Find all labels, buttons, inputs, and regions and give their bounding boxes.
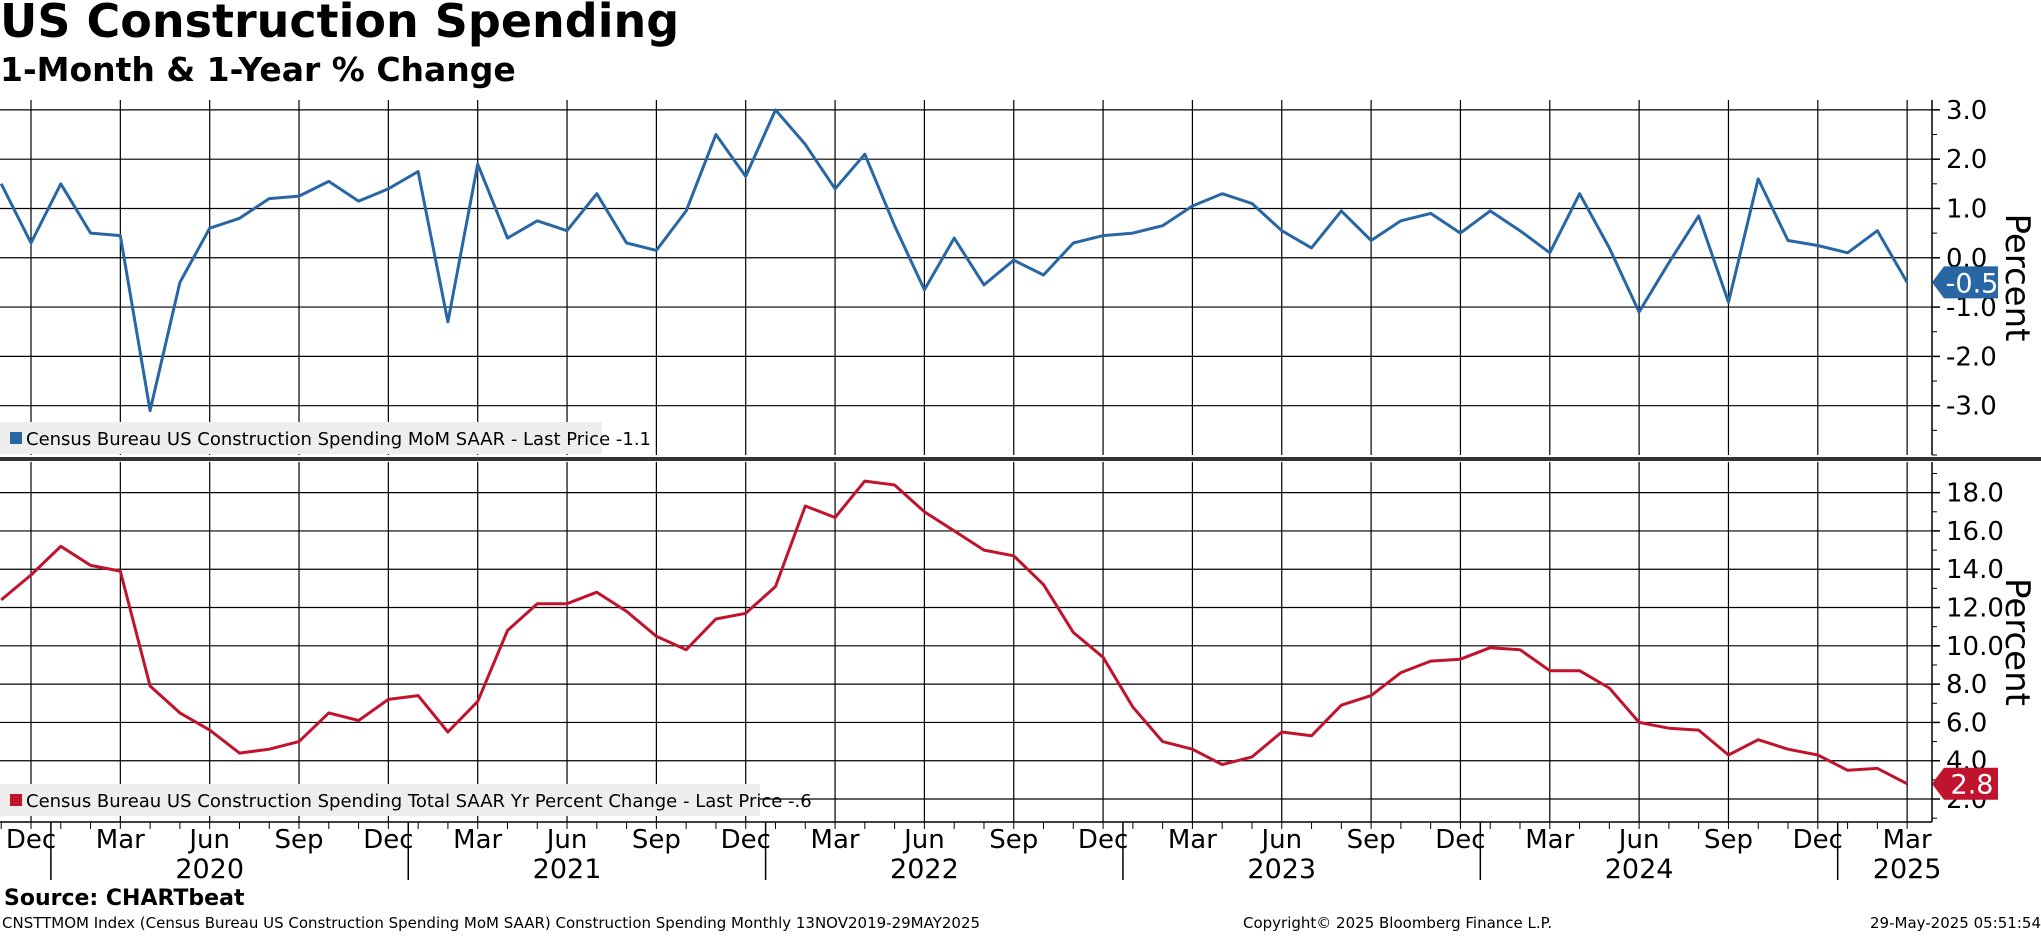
x-month-label: Dec [363,825,413,855]
y-tick-label: 1.0 [1946,194,1987,224]
x-month-label: Dec [6,825,56,855]
x-month-label: Dec [1793,825,1843,855]
ticker-description: CNSTTMOM Index (Census Bureau US Constru… [2,914,981,932]
x-month-label: Jun [1617,825,1660,855]
y-tick-label: 12.0 [1946,594,2004,624]
x-year-label: 2023 [1247,854,1316,885]
x-month-label: Jun [1259,825,1302,855]
last-value-label: 2.8 [1951,770,1994,801]
x-year-label: 2020 [175,854,244,885]
x-month-label: Dec [721,825,771,855]
y-tick-label: -3.0 [1946,392,1997,422]
x-year-label: 2022 [890,854,959,885]
x-month-label: Mar [1883,825,1932,855]
x-month-label: Jun [187,825,230,855]
x-month-label: Sep [275,825,324,855]
x-year-label: 2025 [1873,854,1942,885]
legend-box [0,422,602,454]
data-line-yoy [0,479,1908,786]
legend-label: Census Bureau US Construction Spending T… [26,791,812,812]
chart-title: US Construction Spending [0,0,680,48]
y-tick-label: 18.0 [1946,479,2004,509]
y-tick-label: -2.0 [1946,342,1997,372]
x-year-label: 2024 [1605,854,1674,885]
legend-swatch [10,794,22,806]
legend-swatch [10,432,22,444]
x-month-label: Mar [1168,825,1217,855]
x-month-label: Sep [989,825,1038,855]
x-month-label: Mar [96,825,145,855]
x-month-label: Sep [1704,825,1753,855]
data-line-mom [0,108,1909,413]
legend-label: Census Bureau US Construction Spending M… [26,429,651,450]
y-tick-label: 2.0 [1946,145,1987,175]
last-value-label: -0.5 [1946,268,1999,299]
x-month-label: Dec [1435,825,1485,855]
y-axis-title: Percent [1997,578,2037,706]
y-tick-label: 14.0 [1946,555,2004,585]
y-axis-title: Percent [1997,214,2037,342]
x-month-label: Mar [811,825,860,855]
legend-box [0,784,760,816]
timestamp: 29-May-2025 05:51:54 [1870,914,2041,932]
y-tick-label: 16.0 [1946,517,2004,547]
x-month-label: Dec [1078,825,1128,855]
x-year-label: 2021 [533,854,602,885]
x-month-label: Sep [1347,825,1396,855]
x-month-label: Jun [545,825,588,855]
y-tick-label: 6.0 [1946,708,1987,738]
x-month-label: Mar [1525,825,1574,855]
source-note: Source: CHARTbeat [4,886,245,911]
last-value-flag [1932,266,1998,299]
x-month-label: Jun [902,825,945,855]
copyright-notice: Copyright© 2025 Bloomberg Finance L.P. [1243,914,1553,932]
y-tick-label: 3.0 [1946,96,1987,126]
chart-subtitle: 1-Month & 1-Year % Change [0,50,516,89]
x-month-label: Sep [632,825,681,855]
y-tick-label: 8.0 [1946,670,1987,700]
last-value-flag [1932,767,1998,800]
x-month-label: Mar [453,825,502,855]
y-tick-label: 10.0 [1946,632,2004,662]
